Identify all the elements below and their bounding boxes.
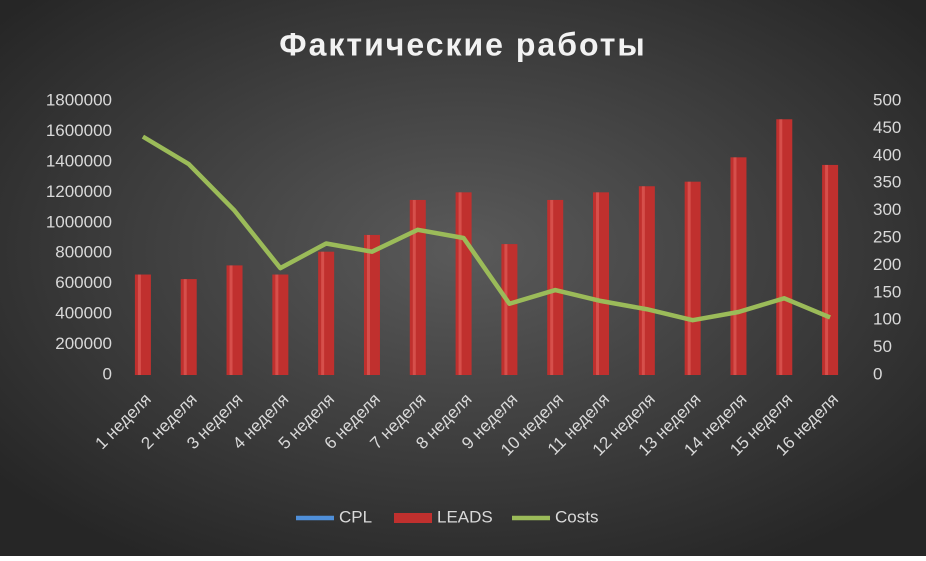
bar xyxy=(822,164,839,375)
y-tick-label: 800000 xyxy=(55,243,112,262)
y2-tick-label: 250 xyxy=(873,227,901,246)
bar xyxy=(134,274,151,375)
bar xyxy=(638,186,655,375)
y2-tick-label: 350 xyxy=(873,173,901,192)
bar-highlight xyxy=(412,199,416,375)
y2-tick-label: 200 xyxy=(873,255,901,274)
legend-label: CPL xyxy=(339,507,372,526)
y-tick-label: 1200000 xyxy=(46,182,112,201)
bar xyxy=(501,244,518,375)
y2-tick-label: 150 xyxy=(873,282,901,301)
chart-title: Фактические работы xyxy=(279,26,646,62)
bar xyxy=(776,119,793,376)
bar-highlight xyxy=(825,164,829,375)
legend-swatch xyxy=(394,513,432,523)
bar-highlight xyxy=(641,186,645,375)
bar-highlight xyxy=(596,192,600,375)
bar-highlight xyxy=(137,274,141,375)
bar-highlight xyxy=(550,199,554,375)
bar-highlight xyxy=(366,234,370,375)
legend-label: LEADS xyxy=(437,507,493,526)
y2-tick-label: 500 xyxy=(873,90,901,109)
bar xyxy=(180,279,197,375)
bar-highlight xyxy=(687,181,691,375)
bar xyxy=(318,251,335,375)
y2-tick-label: 450 xyxy=(873,118,901,137)
bar xyxy=(730,157,747,375)
bar xyxy=(455,192,472,375)
y-tick-label: 1600000 xyxy=(46,121,112,140)
bar xyxy=(684,181,701,375)
bar-highlight xyxy=(229,265,233,375)
bar-highlight xyxy=(183,279,187,375)
y-tick-label: 1400000 xyxy=(46,151,112,170)
y2-tick-label: 400 xyxy=(873,145,901,164)
y-tick-label: 1000000 xyxy=(46,212,112,231)
y-tick-label: 400000 xyxy=(55,304,112,323)
line xyxy=(141,134,831,323)
legend-label: Costs xyxy=(555,507,598,526)
y2-tick-label: 300 xyxy=(873,200,901,219)
bar-highlight xyxy=(321,251,325,375)
y-tick-label: 200000 xyxy=(55,334,112,353)
bar xyxy=(409,199,426,375)
bar xyxy=(272,274,289,375)
y-tick-label: 1800000 xyxy=(46,90,112,109)
bar xyxy=(363,234,380,375)
y-tick-label: 0 xyxy=(103,364,112,383)
bar-highlight xyxy=(458,192,462,375)
bar-highlight xyxy=(733,157,737,375)
y-tick-label: 600000 xyxy=(55,273,112,292)
bar xyxy=(226,265,243,375)
bar-highlight xyxy=(779,119,783,376)
bar-highlight xyxy=(275,274,279,375)
bar xyxy=(593,192,610,375)
y2-tick-label: 0 xyxy=(873,364,882,383)
bar xyxy=(547,199,564,375)
y2-tick-label: 100 xyxy=(873,310,901,329)
bar-highlight xyxy=(504,244,508,375)
y2-tick-label: 50 xyxy=(873,337,892,356)
